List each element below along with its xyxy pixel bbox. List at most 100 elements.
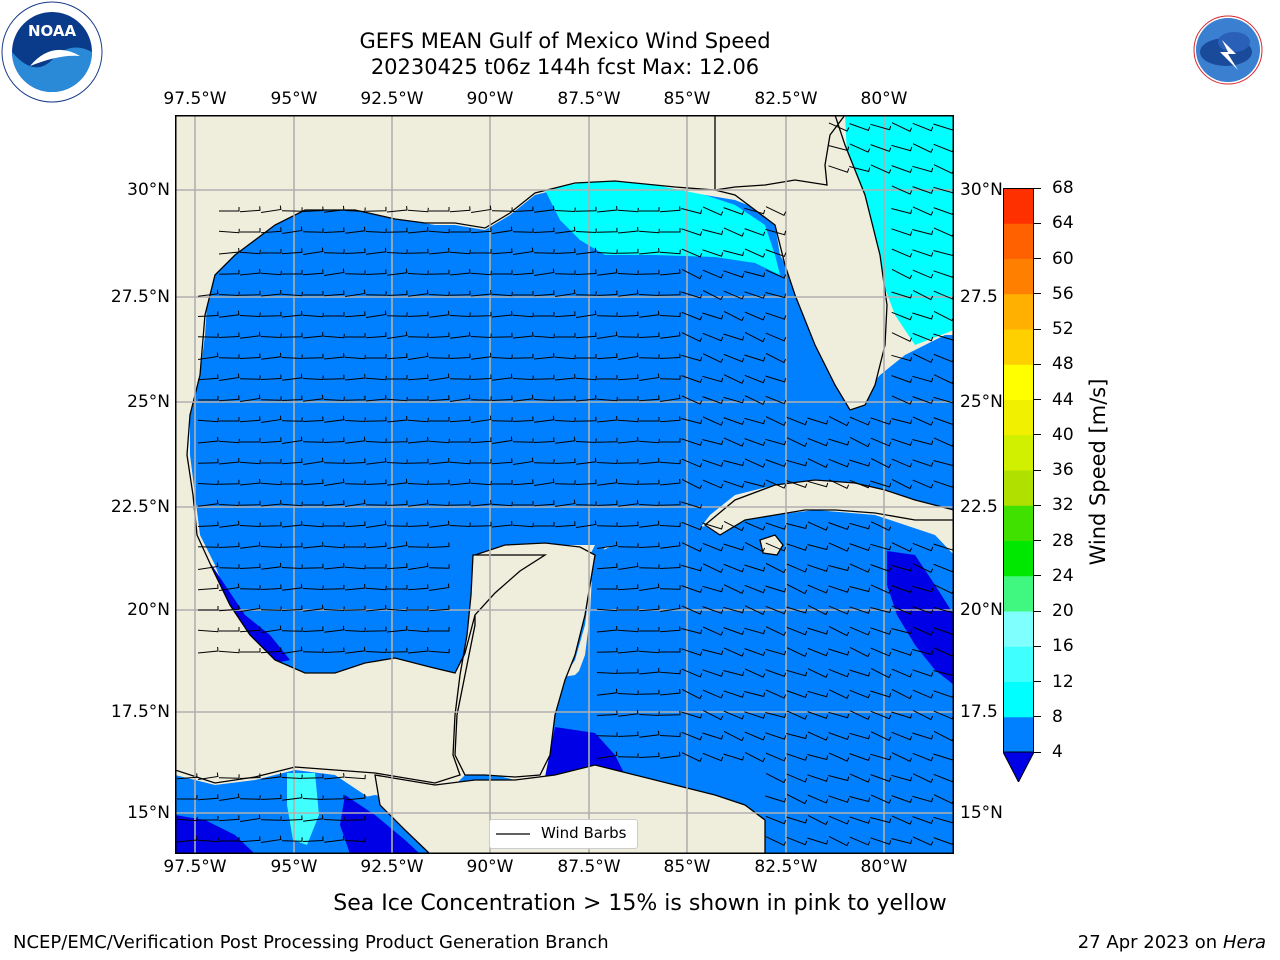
wind-barb (681, 395, 703, 405)
colorbar-tick-label: 52 (1052, 319, 1074, 339)
wind-barb (828, 795, 850, 803)
wind-barb (681, 668, 703, 678)
wind-barb (302, 206, 324, 212)
wind-barb (807, 814, 829, 826)
wind-barb (218, 269, 240, 275)
wind-barb (744, 668, 766, 678)
wind-barb (365, 332, 387, 339)
colorbar-label: Wind Speed [m/s] (1086, 378, 1110, 566)
wind-barb (260, 480, 282, 486)
wind-barb (471, 459, 492, 464)
wind-barb (260, 396, 282, 401)
wind-barb (428, 542, 450, 548)
wind-barb (723, 753, 745, 761)
wind-barb (891, 795, 913, 804)
wind-barb (891, 838, 913, 845)
wind-barb (281, 774, 303, 780)
wind-barb (323, 437, 345, 443)
wind-barb (786, 459, 808, 467)
wind-barb (408, 396, 429, 401)
wind-barb (281, 501, 303, 507)
wind-barb (912, 289, 934, 301)
wind-barb (428, 395, 450, 402)
wind-barb (428, 479, 450, 485)
colorbar-tick-mark (1034, 187, 1041, 189)
wind-barb (912, 542, 934, 552)
wind-barb (365, 206, 387, 212)
wind-barb (639, 373, 660, 381)
lat-label: 30°N (960, 180, 1003, 200)
colorbar-tick-mark (1034, 504, 1041, 506)
colorbar-tick-mark (1034, 258, 1041, 259)
wind-barb (596, 710, 618, 716)
wind-barb (176, 773, 198, 780)
wind-barb (596, 396, 618, 402)
wind-barb (807, 458, 829, 468)
wind-barb (302, 522, 324, 528)
wind-barb (240, 331, 261, 339)
wind-barb (449, 500, 471, 506)
wind-barb (575, 269, 597, 275)
wind-barb (219, 417, 240, 422)
wind-barb (891, 144, 913, 152)
map-panel (175, 115, 954, 854)
wind-barb (912, 396, 934, 405)
wind-barb (638, 395, 660, 402)
wind-barb (786, 753, 808, 761)
wind-barb (470, 333, 492, 339)
wind-barb (596, 647, 618, 653)
wind-barb (638, 438, 660, 444)
wind-barb (659, 500, 681, 506)
wind-barb (617, 417, 639, 423)
wind-barb (197, 436, 219, 444)
wind-barb (723, 353, 745, 363)
wind-barb (723, 250, 745, 257)
wind-barb (512, 331, 534, 339)
wind-barb (554, 458, 576, 464)
wind-barb (303, 291, 324, 296)
wind-barb (681, 248, 703, 258)
wind-barb (638, 457, 660, 465)
wind-barb (239, 836, 261, 843)
wind-barb (492, 436, 513, 444)
wind-barb (261, 562, 282, 570)
wind-barb (765, 459, 787, 468)
wind-barb (365, 479, 387, 485)
wind-barb (470, 227, 492, 234)
wind-barb (807, 837, 829, 845)
wind-barb (702, 439, 724, 446)
legend-label: Wind Barbs (541, 824, 627, 842)
wind-barb (912, 439, 934, 446)
caribbean-water (555, 510, 954, 854)
wind-barb (912, 312, 934, 320)
wind-barb (659, 626, 681, 633)
wind-barb (912, 165, 934, 173)
wind-barb (639, 730, 660, 738)
wind-barb (554, 480, 576, 485)
wind-barb (765, 689, 787, 699)
wind-barb (849, 710, 871, 720)
wind-barb (344, 480, 366, 485)
wind-barb (240, 438, 261, 443)
wind-barb (596, 205, 618, 213)
wind-barb (786, 733, 808, 740)
wind-barb (702, 396, 724, 405)
wind-barb (596, 312, 618, 317)
wind-barb (891, 564, 913, 572)
wind-barb (786, 583, 808, 595)
wind-barb (449, 268, 471, 276)
wind-barb (323, 333, 345, 339)
wind-barb (618, 562, 639, 570)
wind-barb (807, 480, 829, 488)
wind-barb (912, 332, 934, 342)
wind-barb (260, 521, 282, 527)
wind-barb (849, 143, 871, 153)
wind-barb (870, 437, 892, 447)
wind-barb (617, 207, 639, 213)
wind-barb (281, 837, 303, 842)
wind-barb (449, 416, 471, 423)
wind-barb (681, 268, 703, 280)
colorbar-tick-mark (1034, 540, 1041, 541)
wind-barb (849, 479, 871, 489)
wind-barb (723, 480, 745, 488)
